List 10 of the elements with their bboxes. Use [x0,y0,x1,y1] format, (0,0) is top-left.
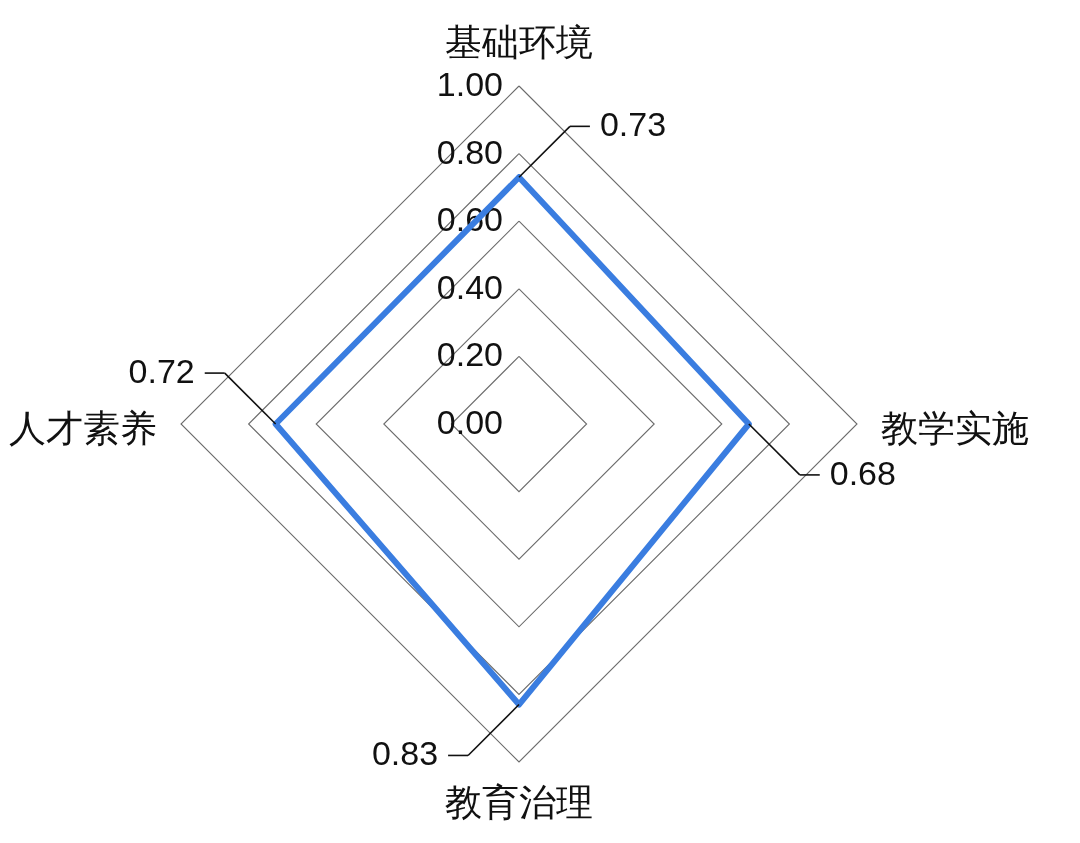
spoke-label: 人才素养 [9,408,157,449]
data-label: 0.73 [599,105,667,144]
y-tick-label: 1.00 [436,65,503,103]
data-label: 0.83 [371,734,439,773]
data-label: 0.72 [128,352,195,391]
spoke-label: 教学实施 [881,408,1029,449]
spoke-label: 基础环境 [445,22,593,63]
data-label: 0.68 [829,453,896,492]
spoke-label: 教育治理 [445,782,593,823]
y-tick-label: 0.00 [436,403,503,441]
